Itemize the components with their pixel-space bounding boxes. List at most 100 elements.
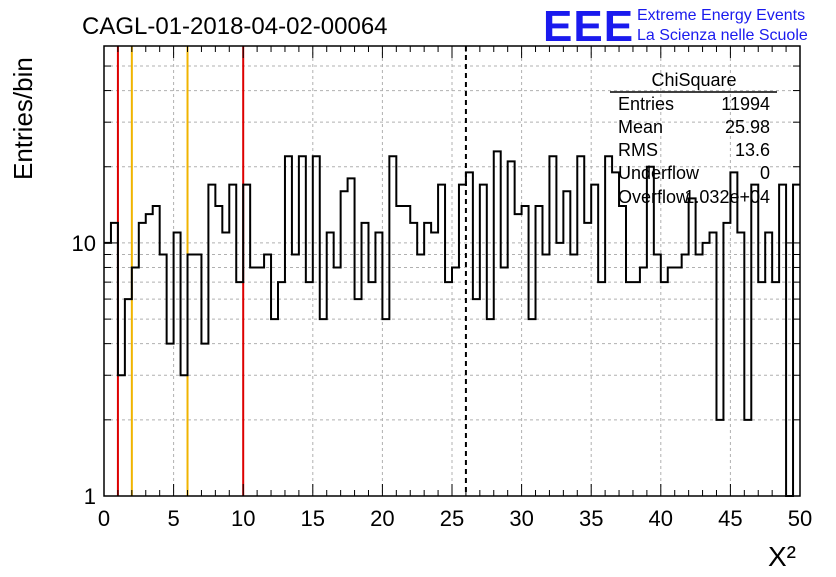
histogram-bin	[348, 178, 355, 496]
histogram-bin	[452, 267, 459, 496]
histogram-bin	[299, 156, 306, 496]
histogram-bin	[125, 299, 132, 496]
histogram-bin	[494, 151, 501, 496]
histogram-bin	[403, 206, 410, 496]
histogram-bin	[264, 255, 271, 496]
histogram-bin	[438, 185, 445, 496]
histogram-bin	[751, 185, 758, 496]
histogram-bin	[278, 282, 285, 496]
histogram-bin	[320, 319, 327, 496]
eee-logo-line2: La Scienza nelle Scuole	[637, 27, 808, 44]
histogram-bin	[445, 282, 452, 496]
histogram-bin	[758, 282, 765, 496]
histogram-bin	[132, 267, 139, 496]
histogram-bin	[668, 267, 675, 496]
histogram-bin	[723, 223, 730, 496]
histogram-bin	[765, 232, 772, 496]
histogram-bin	[473, 299, 480, 496]
histogram-bin	[508, 161, 515, 496]
histogram-bin	[577, 156, 584, 496]
stats-box: ChiSquare Entries 11994 Mean 25.98 RMS 1…	[610, 70, 777, 207]
histogram-bin	[368, 282, 375, 496]
histogram-bin	[710, 232, 717, 496]
x-tick-label: 50	[788, 506, 812, 531]
histogram-bin	[424, 223, 431, 496]
histogram-bin	[382, 319, 389, 496]
x-tick-label: 40	[649, 506, 673, 531]
histogram-bin	[181, 375, 188, 496]
histogram-bin	[737, 232, 744, 496]
histogram-bin	[313, 156, 320, 496]
histogram-bin	[222, 232, 229, 496]
eee-logo-line1: Extreme Energy Events	[637, 7, 805, 24]
histogram-bin	[570, 255, 577, 496]
histogram-bin	[563, 191, 570, 496]
histogram-bin	[417, 255, 424, 496]
histogram-bin	[730, 172, 737, 496]
histogram-bin	[536, 206, 543, 496]
stats-entries-value: 11994	[721, 94, 770, 114]
histogram-bin	[355, 299, 362, 496]
histogram-bin	[389, 156, 396, 496]
x-tick-label: 20	[370, 506, 394, 531]
x-tick-label: 0	[98, 506, 110, 531]
histogram-bin	[640, 267, 647, 496]
x-tick-label: 30	[509, 506, 533, 531]
histogram-bin	[139, 223, 146, 496]
histogram-bin	[529, 319, 536, 496]
stats-overflow-label: Overflow	[618, 187, 690, 207]
histogram-bin	[612, 172, 619, 496]
histogram-bin	[250, 267, 257, 496]
histogram-bin	[229, 185, 236, 496]
axes-layer: 0 5 10 15 20 25 30 35 40 45 50 1 10	[72, 45, 812, 531]
histogram-bin	[188, 255, 195, 496]
histogram-bin	[654, 255, 661, 496]
stats-overflow-value: 1.032e+04	[684, 187, 770, 207]
histogram-bin	[194, 255, 201, 496]
histogram-bin	[549, 156, 556, 496]
y-tick-label: 1	[84, 484, 96, 509]
stats-box-title: ChiSquare	[651, 70, 736, 90]
histogram-bin	[633, 282, 640, 496]
eee-logo: EEE Extreme Energy Events La Scienza nel…	[543, 2, 808, 51]
histogram-bin	[208, 185, 215, 496]
histogram-bin	[515, 214, 522, 496]
histogram-bin	[591, 185, 598, 496]
histogram-bin	[341, 191, 348, 496]
histogram-bin	[174, 232, 181, 496]
histogram-bin	[744, 420, 751, 496]
histogram-bin	[716, 420, 723, 496]
histogram-bin	[327, 232, 334, 496]
histogram-bin	[772, 282, 779, 496]
histogram-bin	[104, 243, 111, 496]
histogram-bin	[661, 282, 668, 496]
histogram-bin	[146, 214, 153, 496]
histogram-bin	[118, 375, 125, 496]
x-tick-label: 15	[301, 506, 325, 531]
histogram-bin	[396, 206, 403, 496]
histogram-bin	[201, 344, 208, 496]
histogram-bin	[793, 185, 800, 496]
histogram-bin	[410, 223, 417, 496]
stats-entries-label: Entries	[618, 94, 674, 114]
histogram-bin	[556, 243, 563, 496]
histogram-bin	[696, 255, 703, 496]
histogram-bin	[584, 223, 591, 496]
histogram-bin	[626, 282, 633, 496]
y-tick-label: 10	[72, 231, 96, 256]
histogram-bin	[542, 255, 549, 496]
histogram-bin	[682, 255, 689, 496]
x-tick-label: 45	[718, 506, 742, 531]
histogram-bin	[598, 282, 605, 496]
x-axis-label: X²	[768, 541, 796, 572]
histogram-bin	[619, 206, 626, 496]
histogram-bin	[167, 344, 174, 496]
histogram-bin	[779, 185, 786, 496]
x-tick-label: 5	[167, 506, 179, 531]
histogram-bin	[703, 243, 710, 496]
histogram-bin	[675, 267, 682, 496]
histogram-bin	[271, 319, 278, 496]
